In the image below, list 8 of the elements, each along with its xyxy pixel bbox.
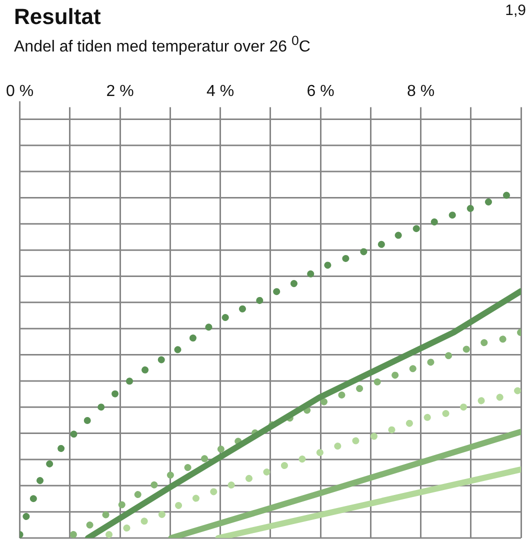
text: 1,9 [505,2,526,19]
chart-subtitle: Andel af tiden med temperatur over 26 $^{0}$C [14,33,310,56]
x-tick-label: 8 % [406,83,435,100]
x-tick-label: 0 % [6,83,34,100]
chart-title: Resultat [14,4,101,30]
x-tick-label: 2 % [106,83,134,100]
x-tick-label: 4 % [206,83,234,100]
x-tick-label: 6 % [306,83,334,100]
